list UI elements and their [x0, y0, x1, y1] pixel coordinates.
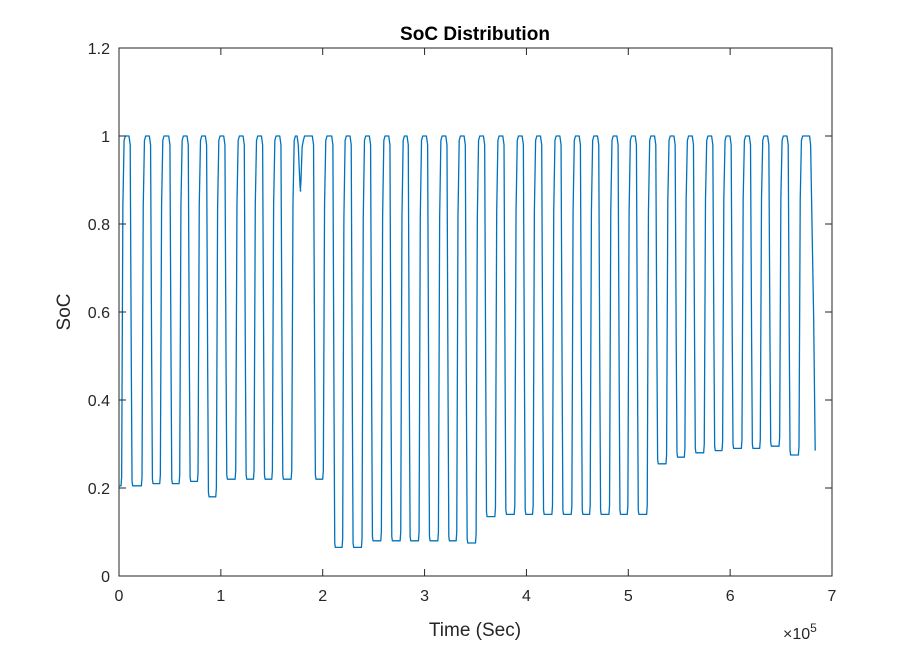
y-tick-label: 0.2: [88, 481, 110, 498]
y-tick-label: 0.8: [88, 217, 110, 234]
y-tick-label: 1.2: [88, 41, 110, 58]
x-exponent-base: ×10: [783, 626, 810, 643]
series-layer: [119, 135, 816, 549]
y-axis-label: SoC: [54, 294, 75, 331]
x-tick-label: 7: [828, 588, 837, 605]
x-tick-label: 1: [216, 588, 225, 605]
y-tick-label: 0.4: [88, 393, 110, 410]
x-axis-label: Time (Sec): [429, 620, 521, 641]
x-tick-label: 3: [420, 588, 429, 605]
x-exponent-power: 5: [810, 621, 817, 635]
x-axis-exponent: ×105: [783, 621, 817, 643]
chart-title: SoC Distribution: [400, 24, 550, 45]
x-tick-label: 0: [115, 588, 124, 605]
x-tick-label: 4: [522, 588, 531, 605]
y-tick-label: 0.6: [88, 305, 110, 322]
plot-area: 0 1 2 3 4 5 6 7 0 0.2 0.4 0.6 0.8 1 1.2: [88, 41, 837, 605]
ticks-layer: 0 1 2 3 4 5 6 7 0 0.2 0.4 0.6 0.8 1 1.2: [88, 41, 837, 605]
y-tick-label: 1: [101, 129, 110, 146]
soc-series-line: [119, 135, 816, 549]
x-tick-label: 5: [624, 588, 633, 605]
x-tick-label: 6: [726, 588, 735, 605]
y-tick-label: 0: [101, 569, 110, 586]
x-tick-label: 2: [318, 588, 327, 605]
